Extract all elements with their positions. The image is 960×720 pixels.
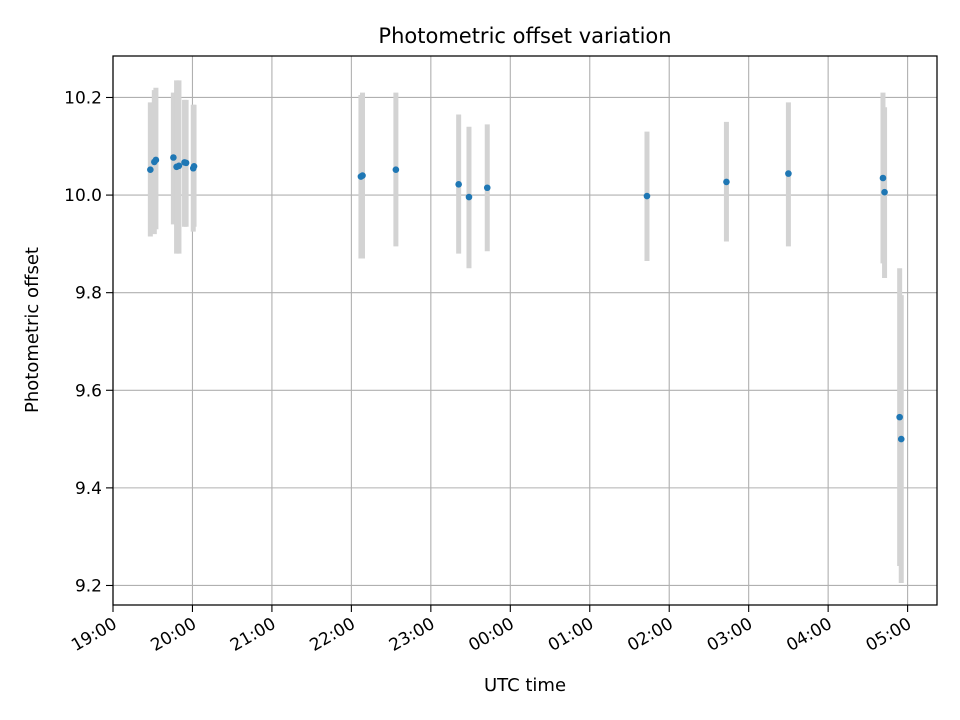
data-point	[896, 413, 903, 421]
data-point	[182, 159, 190, 167]
data-point	[897, 435, 905, 443]
data-point	[147, 166, 154, 174]
data-point	[175, 162, 183, 170]
grid	[112, 56, 937, 605]
data-point	[359, 172, 366, 179]
data-point	[483, 184, 491, 192]
y-tick-label: 9.8	[75, 284, 102, 304]
y-axis-ticks: 9.2 9.4 9.6 9.8 10.0 10.2	[64, 88, 113, 596]
data-point	[392, 166, 400, 174]
y-tick-label: 10.0	[64, 186, 102, 206]
chart-title: Photometric offset variation	[378, 24, 671, 48]
data-point	[465, 193, 473, 201]
y-tick-label: 9.4	[75, 479, 102, 499]
plot-area	[113, 56, 937, 605]
y-tick-label: 9.2	[75, 576, 102, 596]
x-axis-label: UTC time	[484, 675, 566, 696]
data-point	[643, 192, 651, 200]
data-point	[455, 181, 462, 188]
data-points	[147, 154, 905, 443]
y-tick-label: 10.2	[64, 88, 102, 108]
y-axis-label: Photometric offset	[22, 247, 43, 413]
data-point	[879, 174, 887, 182]
data-point	[170, 154, 177, 161]
data-point	[881, 188, 888, 196]
data-point	[785, 170, 792, 177]
data-point	[190, 162, 198, 170]
data-point	[723, 178, 730, 186]
data-point	[152, 156, 160, 164]
y-tick-label: 9.6	[75, 381, 102, 401]
plot-frame	[112, 55, 938, 606]
